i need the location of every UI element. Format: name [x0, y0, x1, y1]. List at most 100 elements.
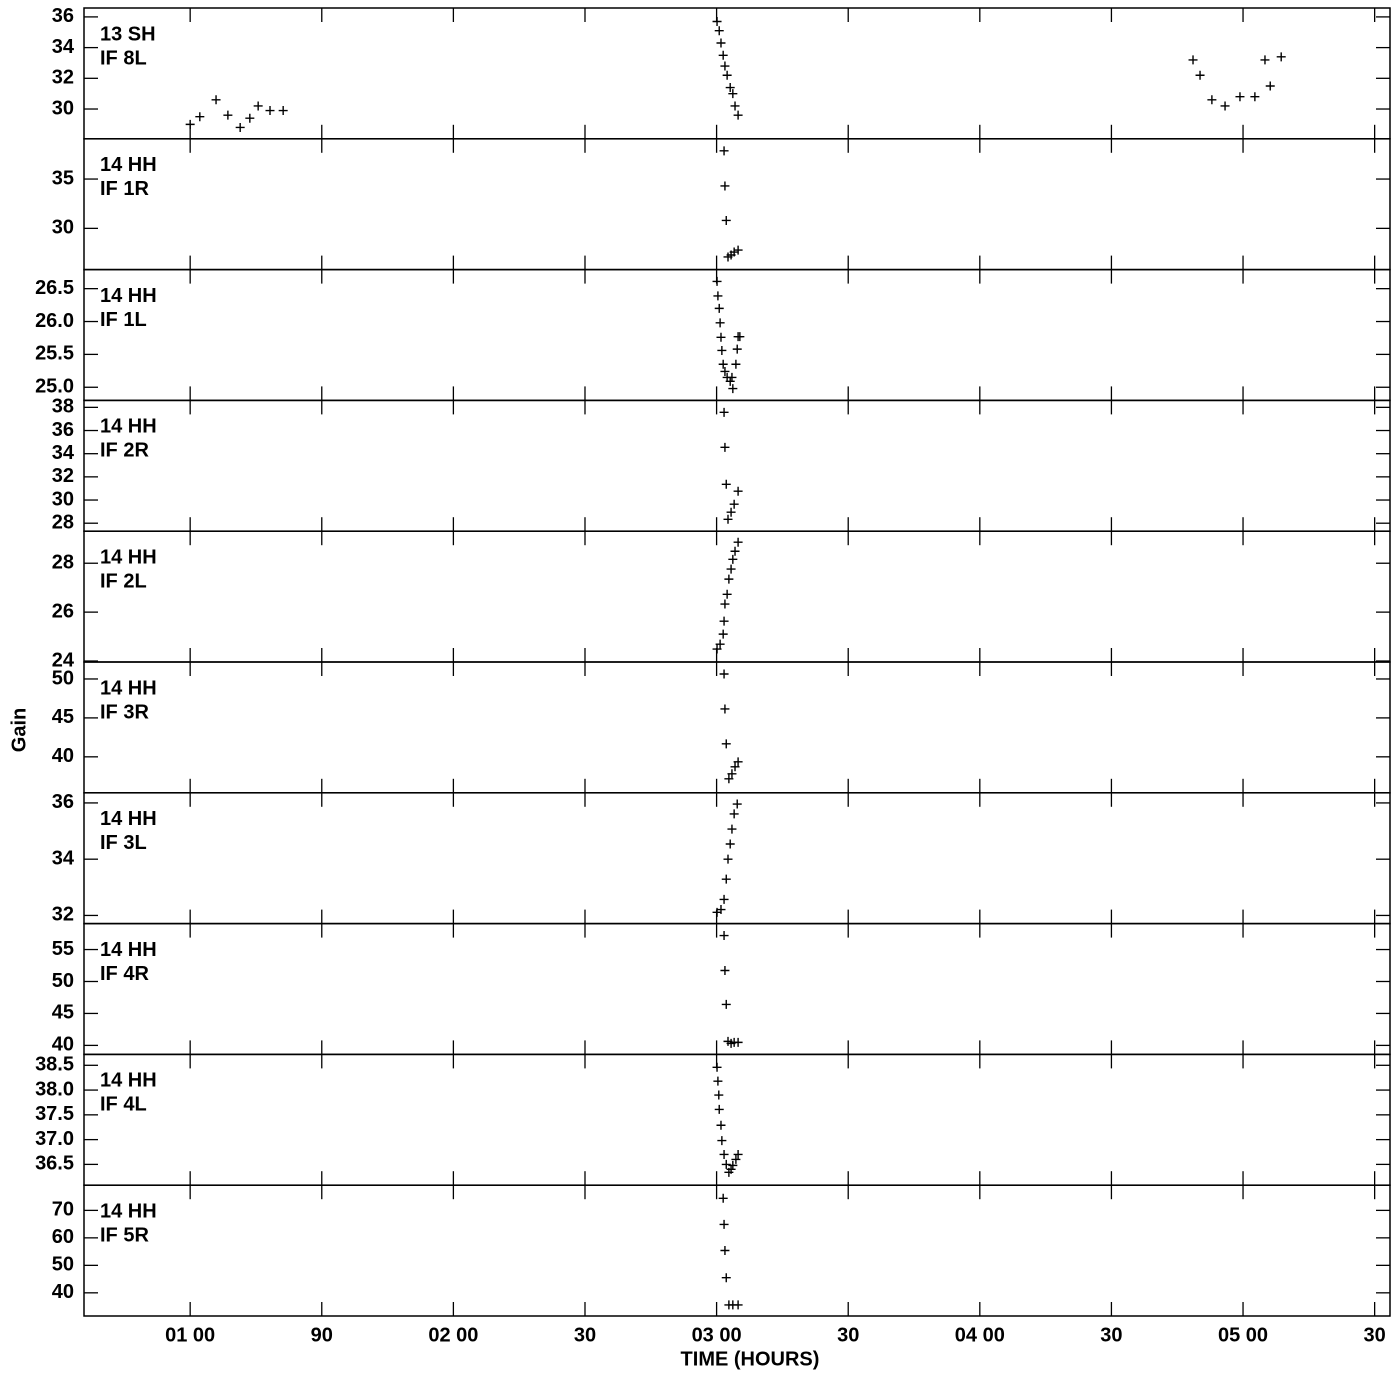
data-point [728, 384, 738, 394]
data-point [725, 376, 735, 386]
data-point [716, 1120, 726, 1130]
data-point [1207, 95, 1217, 105]
panel-label: 14 HH [100, 939, 157, 961]
panel-label: 14 HH [100, 808, 157, 830]
y-tick-label: 45 [52, 1002, 74, 1024]
data-point [720, 1246, 730, 1255]
x-tick-label: 30 [1364, 1324, 1386, 1346]
data-point [715, 639, 725, 649]
panel-frame [83, 792, 1391, 925]
y-tick-label: 37.5 [35, 1103, 74, 1125]
data-point [716, 905, 726, 915]
panel-label: 14 HH [100, 1200, 157, 1222]
data-point [716, 38, 726, 48]
data-point [727, 372, 737, 382]
data-point [716, 332, 726, 342]
data-point [721, 1159, 731, 1169]
data-point [718, 629, 728, 639]
data-point [1195, 70, 1205, 80]
data-point [724, 574, 734, 584]
y-tick-label: 30 [52, 488, 74, 510]
data-point [265, 106, 275, 116]
panel-label: IF 1R [100, 178, 149, 200]
data-point [712, 1062, 722, 1072]
data-point [731, 359, 741, 369]
panel-label: 14 HH [100, 416, 157, 438]
data-point [727, 769, 737, 779]
data-point [211, 95, 221, 105]
data-point [714, 1104, 724, 1114]
y-tick-label: 45 [52, 706, 74, 728]
panel-label: IF 4R [100, 963, 149, 985]
data-point [1260, 55, 1270, 65]
y-tick-label: 70 [52, 1199, 74, 1221]
data-point [185, 119, 195, 129]
data-point [720, 61, 730, 71]
x-tick-label: 30 [837, 1324, 859, 1346]
data-point [721, 739, 731, 749]
data-point [733, 486, 743, 496]
x-tick-label: 90 [311, 1324, 333, 1346]
data-point [735, 332, 745, 342]
y-tick-label: 36 [52, 791, 74, 813]
data-point [720, 966, 730, 976]
data-point [726, 1164, 736, 1174]
data-point [720, 366, 730, 376]
data-point [714, 1090, 724, 1100]
y-tick-label: 60 [52, 1226, 74, 1248]
y-tick-label: 50 [52, 970, 74, 992]
x-tick-label: 01 00 [165, 1324, 215, 1346]
data-point [728, 89, 738, 99]
y-tick-label: 26.5 [35, 277, 74, 299]
x-tick-label: 30 [574, 1324, 596, 1346]
y-axis-label: Gain [8, 708, 30, 752]
data-point [720, 181, 730, 191]
data-point [725, 839, 735, 849]
data-point [195, 112, 205, 122]
data-point [728, 1160, 738, 1170]
data-point [721, 874, 731, 884]
data-point [719, 931, 729, 941]
data-point [719, 407, 729, 417]
y-tick-label: 30 [52, 217, 74, 239]
data-point [730, 762, 740, 772]
data-point [733, 1300, 743, 1310]
panel-frame [83, 399, 1391, 532]
y-tick-label: 40 [52, 1034, 74, 1056]
panel-frame [83, 661, 1391, 794]
data-point [714, 26, 724, 36]
data-point [725, 83, 735, 93]
y-tick-label: 25.5 [35, 343, 74, 365]
data-point [223, 110, 233, 120]
y-tick-label: 28 [52, 511, 74, 533]
panel-frame [83, 922, 1391, 1056]
panel-frame [83, 7, 1391, 140]
data-point [1250, 92, 1260, 102]
data-point [1265, 81, 1275, 91]
x-axis-label: TIME (HOURS) [681, 1348, 820, 1370]
data-point [719, 1219, 729, 1229]
data-point [713, 291, 723, 301]
data-point [717, 1136, 727, 1146]
data-point [714, 303, 724, 313]
data-point [726, 564, 736, 574]
y-tick-label: 32 [52, 904, 74, 926]
data-point [733, 245, 743, 255]
y-tick-label: 36 [52, 5, 74, 27]
data-point [722, 70, 732, 80]
data-point [718, 50, 728, 60]
data-point [1235, 92, 1245, 102]
data-point [1188, 55, 1198, 65]
data-point [721, 1273, 731, 1283]
data-point [1220, 101, 1230, 111]
panel-frame [83, 1184, 1391, 1317]
data-point [712, 17, 722, 27]
data-point [726, 507, 736, 517]
data-point [730, 101, 740, 111]
panel-label: IF 1L [100, 309, 147, 331]
data-point [733, 537, 743, 547]
panel-label: IF 2L [100, 570, 147, 592]
panel-label: IF 3R [100, 701, 149, 723]
data-point [730, 546, 740, 556]
data-point [719, 669, 729, 679]
